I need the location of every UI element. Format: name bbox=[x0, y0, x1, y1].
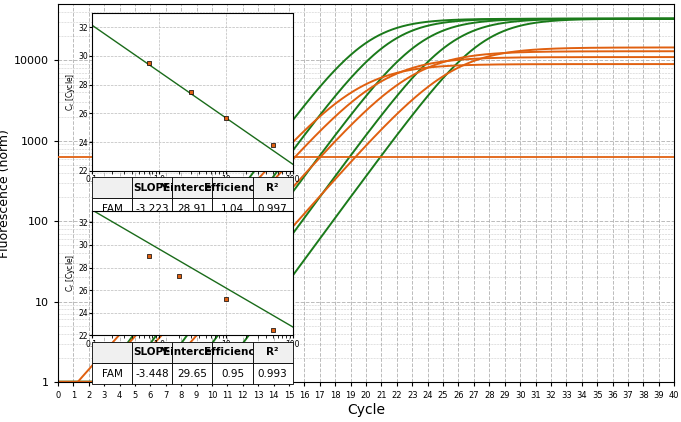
Point bbox=[174, 272, 185, 279]
X-axis label: Cycle: Cycle bbox=[347, 403, 385, 417]
Point bbox=[267, 327, 278, 333]
Point bbox=[267, 142, 278, 149]
Point bbox=[185, 89, 196, 95]
X-axis label: Amount[ng]: Amount[ng] bbox=[170, 185, 215, 195]
Y-axis label: C$_t$ [Cycle]: C$_t$ [Cycle] bbox=[63, 73, 77, 111]
Point bbox=[143, 60, 154, 66]
Point bbox=[221, 296, 232, 303]
Point bbox=[143, 253, 154, 260]
Point bbox=[221, 114, 232, 121]
X-axis label: Amount[ng]: Amount[ng] bbox=[170, 350, 215, 359]
Y-axis label: Fluorescence (norm): Fluorescence (norm) bbox=[0, 129, 11, 257]
Y-axis label: C$_t$ [Cycle]: C$_t$ [Cycle] bbox=[63, 254, 77, 292]
